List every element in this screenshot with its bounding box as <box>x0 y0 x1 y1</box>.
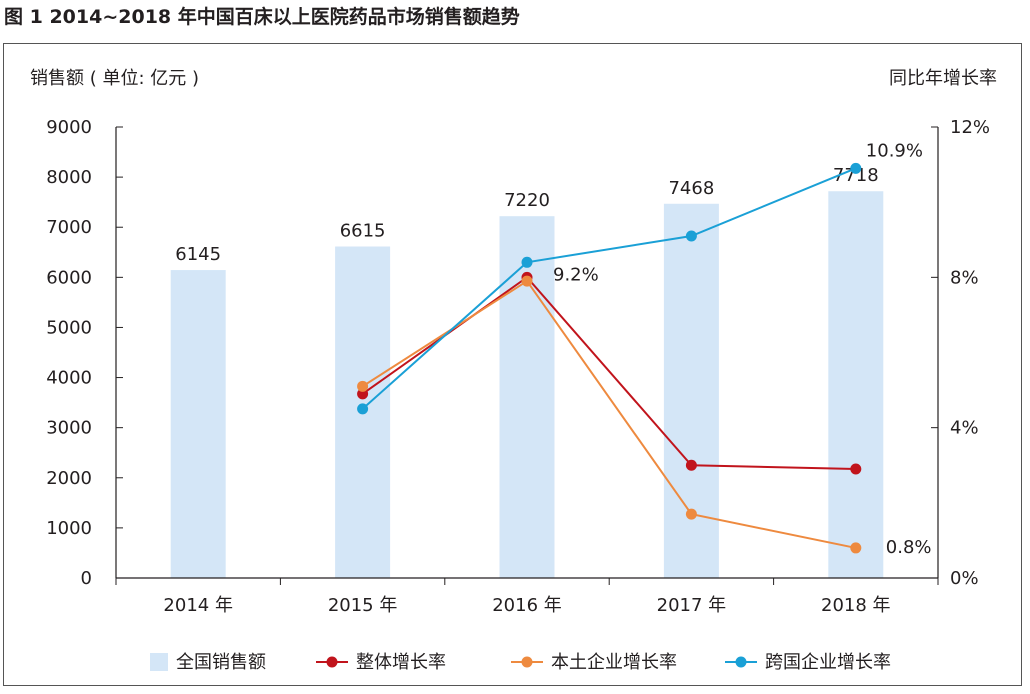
legend-swatch-marker <box>326 656 338 668</box>
right-tick-label: 0% <box>950 568 979 589</box>
x-tick-label: 2017 年 <box>657 595 727 616</box>
legend-label: 全国销售额 <box>176 652 266 673</box>
bar-2014年 <box>170 270 226 578</box>
x-tick-label: 2014 年 <box>163 595 233 616</box>
left-tick-label: 3000 <box>46 418 92 439</box>
bar-value-label: 7220 <box>504 190 550 211</box>
bar-2016年 <box>499 216 555 578</box>
left-axis-title: 销售额 ( 单位: 亿元 ) <box>30 68 199 89</box>
right-tick-label: 8% <box>950 267 979 288</box>
line-point-0 <box>685 459 697 471</box>
left-tick-label: 1000 <box>46 518 92 539</box>
line-point-2 <box>357 403 369 415</box>
line-series-2 <box>361 167 857 410</box>
line-point-0 <box>850 463 862 475</box>
figure-title: 图 1 2014~2018 年中国百床以上医院药品市场销售额趋势 <box>4 6 520 28</box>
bar-2018年 <box>828 191 884 579</box>
left-tick-label: 8000 <box>46 167 92 188</box>
line-point-1 <box>850 542 862 554</box>
x-tick-label: 2018 年 <box>821 595 891 616</box>
x-tick-label: 2015 年 <box>328 595 398 616</box>
chart-frame <box>3 43 1022 686</box>
left-tick-label: 9000 <box>46 117 92 138</box>
line-series-0 <box>362 275 856 471</box>
bar-2017年 <box>663 203 719 579</box>
line-point-0 <box>357 388 369 400</box>
bar-value-label: 6145 <box>175 244 221 265</box>
right-axis-title: 同比年增长率 <box>889 68 997 89</box>
bar-value-label: 7718 <box>833 165 879 186</box>
left-tick-label: 4000 <box>46 368 92 389</box>
left-tick-label: 0 <box>81 568 92 589</box>
point-annotation: 9.2% <box>553 264 599 285</box>
legend-swatch-marker <box>735 656 747 668</box>
bar-value-label: 6615 <box>340 221 386 242</box>
line-point-1 <box>357 380 369 392</box>
line-point-2 <box>521 256 533 268</box>
legend-swatch-bar <box>150 653 168 671</box>
line-point-1 <box>521 275 533 287</box>
left-tick-label: 2000 <box>46 468 92 489</box>
left-tick-label: 6000 <box>46 267 92 288</box>
line-point-2 <box>685 230 697 242</box>
legend-swatch-marker <box>521 656 533 668</box>
line-point-2 <box>850 162 862 174</box>
point-annotation: 10.9% <box>866 140 923 161</box>
legend-label: 整体增长率 <box>356 652 446 673</box>
x-tick-label: 2016 年 <box>492 595 562 616</box>
line-series-1 <box>362 279 857 549</box>
bar-value-label: 7468 <box>668 178 714 199</box>
line-point-1 <box>685 508 697 520</box>
legend-label: 本土企业增长率 <box>551 652 677 673</box>
right-tick-label: 4% <box>950 418 979 439</box>
right-tick-label: 12% <box>950 117 990 138</box>
left-tick-label: 7000 <box>46 217 92 238</box>
legend-label: 跨国企业增长率 <box>765 652 891 673</box>
left-tick-label: 5000 <box>46 317 92 338</box>
point-annotation: 0.8% <box>886 537 932 558</box>
